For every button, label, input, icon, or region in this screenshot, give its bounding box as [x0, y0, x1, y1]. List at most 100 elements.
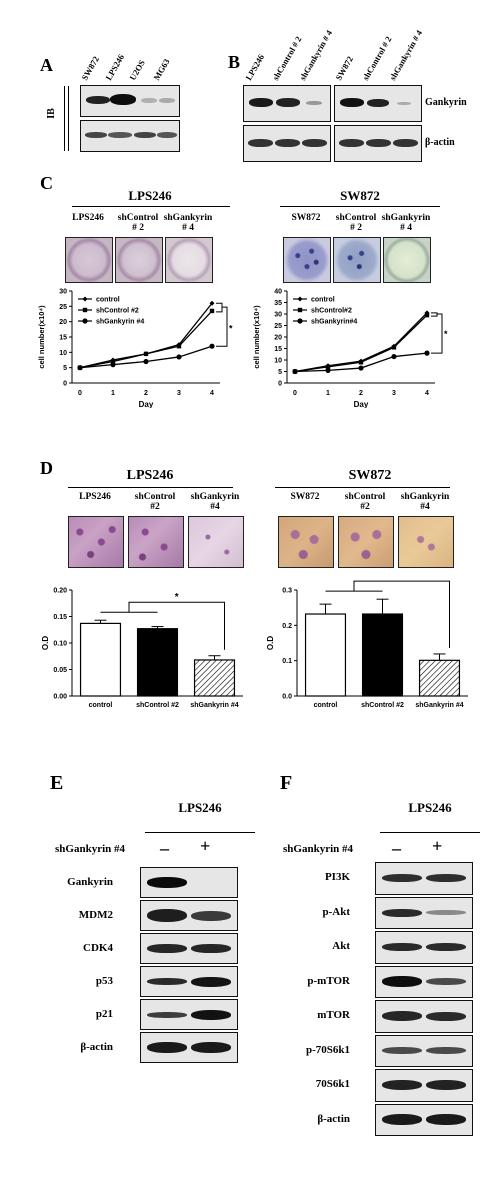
category-label: control: [314, 702, 338, 709]
legend-label: control: [311, 297, 335, 304]
band: [191, 1009, 231, 1020]
panel-e-underline: [145, 832, 255, 833]
panel-b-gankyrin-blot-right: [334, 85, 422, 122]
y-tick-label: 15: [59, 335, 67, 342]
band: [382, 943, 422, 952]
panel-d-image-lps246: [68, 516, 124, 568]
sig-bracket-upper: [216, 302, 223, 313]
panel-d-image-sw872-shcontrol: [338, 516, 394, 568]
y-tick-label: 0.15: [53, 614, 67, 621]
panel-e-label: E: [50, 772, 64, 794]
bar-2: [193, 659, 236, 697]
panel-c-plate-sw872: [283, 237, 331, 283]
y-tick-label: 0.0: [282, 694, 292, 701]
data-point: [424, 310, 430, 316]
significance-star: *: [444, 329, 448, 339]
x-tick-label: 4: [210, 390, 214, 397]
panel-e-row-label-5: β-actin: [80, 1041, 113, 1053]
y-tick-label: 0.2: [282, 623, 292, 630]
bar-1: [136, 628, 179, 697]
x-tick-label: 4: [425, 390, 429, 397]
data-point: [77, 365, 83, 371]
panel-c-left-underline: [72, 206, 230, 207]
panel-f-row-blot-3: [375, 965, 473, 998]
panel-b-actin-blot-right: [334, 125, 422, 162]
panel-e-row-label-0: Gankyrin: [67, 876, 113, 888]
panel-b-row-actin: β-actin: [425, 137, 455, 148]
x-tick-label: 2: [359, 390, 363, 397]
y-tick-label: 0.20: [53, 588, 67, 595]
bar-1: [361, 613, 404, 697]
panel-e-title: LPS246: [178, 800, 222, 815]
data-point: [424, 312, 430, 318]
panel-b-gankyrin-blot-left: [243, 85, 331, 122]
panel-f-row-label-3: p-mTOR: [307, 974, 350, 987]
legend-marker: [297, 307, 303, 313]
panel-d-right-sub-0: SW872: [290, 492, 320, 502]
panel-f-row-label-7: β-actin: [317, 1112, 350, 1125]
band: [147, 1011, 187, 1018]
y-tick-label: 10: [59, 350, 67, 357]
data-point: [325, 364, 331, 370]
x-axis-label: Day: [354, 400, 369, 408]
panel-f-treatment: shGankyrin #4: [283, 843, 353, 855]
y-tick-label: 0.1: [282, 658, 292, 665]
legend-marker: [82, 296, 88, 302]
panel-e-row-label-4: p21: [95, 1008, 113, 1020]
y-tick-label: 15: [274, 346, 282, 353]
panel-f-row-blot-7: [375, 1103, 473, 1136]
y-tick-label: 5: [278, 369, 282, 376]
band: [426, 910, 466, 916]
legend-label: shGankyrin #4: [96, 319, 144, 326]
x-tick-label: 0: [78, 390, 82, 397]
band: [382, 1047, 422, 1055]
band: [426, 1011, 466, 1021]
data-point: [110, 359, 116, 364]
band: [147, 944, 187, 953]
panel-f-sign-plus: +: [432, 836, 443, 856]
panel-d-image-sw872: [278, 516, 334, 568]
significance-star: *: [229, 324, 233, 334]
panel-d-left-underline: [68, 487, 233, 488]
panel-f-row-label-2: Akt: [332, 940, 350, 952]
panel-e-row-blot-5: [140, 1032, 238, 1063]
legend-marker: [297, 296, 303, 302]
panel-a-gankyrin-blot: [80, 85, 180, 117]
panel-f-row-blot-0: [375, 862, 473, 895]
bar-2: [418, 659, 461, 697]
panel-c-left-growth-chart: 0 5 10 15 20 25 30 0 1 2 3 4 Day cell number(x10⁴) con…: [37, 289, 233, 409]
y-tick-label: 40: [274, 289, 282, 296]
category-label: control: [89, 702, 113, 709]
sig-bracket-lower: [216, 306, 228, 347]
data-point: [143, 358, 149, 365]
panel-c-label: C: [40, 173, 53, 193]
panel-b-label: B: [228, 52, 241, 72]
panel-a-side-label: IB: [45, 108, 57, 119]
data-point: [292, 368, 298, 375]
band: [147, 1042, 187, 1053]
legend-label: shControl #2: [96, 308, 139, 315]
band: [382, 874, 422, 883]
category-label: shControl #2: [361, 702, 404, 709]
panel-e-row-label-1: MDM2: [78, 909, 113, 921]
data-point: [424, 350, 430, 356]
panel-d-left-bar-chart: 0.00 0.05 0.10 0.15 0.20 O.D control shControl …: [41, 588, 243, 709]
legend-label: shGankyrin#4: [311, 319, 357, 326]
panel-e-sign-minus: –: [160, 838, 169, 858]
data-point: [391, 353, 397, 360]
panel-d-label: D: [40, 458, 53, 478]
bar-0: [79, 622, 122, 697]
x-tick-label: 0: [293, 390, 297, 397]
panel-b-row-gankyrin: Gankyrin: [425, 97, 467, 108]
category-label: shGankyrin #4: [190, 702, 238, 709]
panel-e-row-blot-3: [140, 966, 238, 997]
panel-e-row-label-2: CDK4: [83, 942, 113, 954]
band: [191, 944, 231, 953]
data-point: [209, 308, 215, 314]
y-tick-label: 10: [274, 358, 282, 365]
panel-c-right-sub-2: shGankyrin # 4: [381, 213, 431, 233]
panel-d-right-sub-2: shGankyrin #4: [400, 492, 450, 512]
panel-c-left-sub-1: shControl # 2: [117, 213, 159, 233]
band: [382, 908, 422, 917]
panel-c-right-title: SW872: [340, 188, 380, 203]
